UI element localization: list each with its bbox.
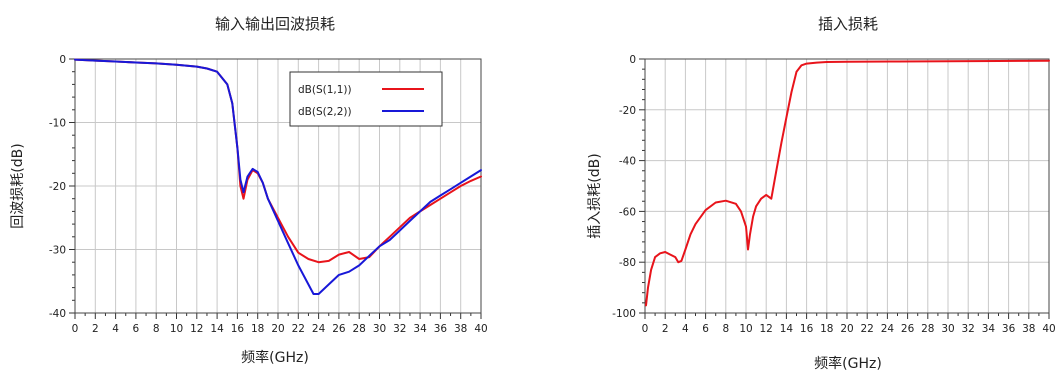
chart1-xtick-label: 20 — [271, 323, 284, 335]
chart2-xtick-label: 20 — [840, 323, 853, 335]
chart2-frame — [644, 58, 1050, 314]
chart1-xtick-label: 34 — [413, 323, 427, 335]
chart2-xtick-label: 2 — [662, 323, 669, 335]
chart2-xtick-label: 14 — [780, 323, 794, 335]
chart2-xtick-label: 16 — [800, 323, 814, 335]
chart2-title: 插入损耗 — [818, 15, 878, 33]
chart1-xtick-label: 38 — [454, 323, 467, 335]
chart1-xlabel: 频率(GHz) — [241, 349, 309, 366]
chart2-xtick-label: 36 — [1002, 323, 1016, 335]
chart1-xtick-label: 8 — [153, 323, 160, 335]
chart2-ylabel: 插入损耗(dB) — [587, 153, 603, 238]
chart1-legend: dB(S(1,1)) dB(S(2,2)) — [289, 71, 443, 127]
chart1-ylabel: 回波损耗(dB) — [10, 143, 26, 228]
chart2-ytick-label: 0 — [629, 54, 636, 66]
chart2-xtick-label: 40 — [1042, 323, 1055, 335]
chart1-legend-label: dB(S(2,2)) — [298, 106, 352, 118]
chart2-ytick-label: -60 — [619, 206, 636, 218]
chart1-xtick-label: 22 — [292, 323, 305, 335]
chart2-xtick-label: 0 — [642, 323, 649, 335]
chart1-ytick-label: -20 — [49, 181, 66, 193]
chart2-xtick-label: 12 — [760, 323, 773, 335]
chart1-xtick-label: 0 — [72, 323, 79, 335]
chart1-xtick-label: 6 — [133, 323, 140, 335]
chart1-frame — [74, 58, 482, 314]
chart1-ytick-label: -40 — [49, 308, 66, 320]
chart1-xtick-label: 32 — [393, 323, 406, 335]
chart2-ytick-label: -20 — [619, 105, 636, 117]
chart1-ytick-label: 0 — [59, 54, 66, 66]
chart2-xtick-label: 4 — [682, 323, 689, 335]
chart1-xtick-label: 12 — [190, 323, 203, 335]
chart1-xtick-label: 30 — [373, 323, 386, 335]
chart1-xtick-label: 28 — [353, 323, 366, 335]
chart1-xtick-label: 36 — [434, 323, 448, 335]
chart2-xtick-label: 8 — [722, 323, 729, 335]
chart2-grid — [644, 58, 1050, 314]
chart2-xtick-label: 26 — [901, 323, 915, 335]
chart1-xtick-label: 26 — [332, 323, 346, 335]
chart1-xtick-label: 10 — [170, 323, 183, 335]
chart2-xtick-label: 32 — [962, 323, 975, 335]
chart1-ytick-label: -10 — [49, 118, 66, 130]
chart1-xtick-label: 16 — [231, 323, 245, 335]
chart2-xtick-label: 24 — [881, 323, 895, 335]
chart1-ytick-label: -30 — [49, 245, 66, 257]
chart1-xtick-label: 14 — [210, 323, 224, 335]
chart1-xtick-label: 40 — [474, 323, 487, 335]
chart1-xtick-label: 24 — [312, 323, 326, 335]
chart2-series-1-line — [645, 59, 1050, 307]
chart1-series-2-line — [74, 58, 482, 295]
chart1-xtick-label: 4 — [112, 323, 119, 335]
chart2-xtick-label: 34 — [982, 323, 996, 335]
chart2-ytick-label: -40 — [619, 156, 636, 168]
chart2-xtick-label: 38 — [1022, 323, 1035, 335]
chart2-xtick-label: 6 — [702, 323, 709, 335]
chart2-xtick-label: 28 — [921, 323, 934, 335]
chart1-legend-label: dB(S(1,1)) — [298, 84, 352, 96]
chart1-legend-box — [289, 71, 443, 127]
chart1-title: 输入输出回波损耗 — [215, 15, 335, 33]
chart1-xtick-label: 2 — [92, 323, 99, 335]
chart2-ytick-label: -100 — [612, 308, 636, 320]
chart2-xtick-label: 10 — [739, 323, 752, 335]
chart2-xlabel: 频率(GHz) — [814, 355, 882, 372]
chart2-xtick-label: 22 — [861, 323, 874, 335]
chart2-xtick-label: 18 — [820, 323, 833, 335]
chart1-xtick-label: 18 — [251, 323, 264, 335]
chart2-xtick-label: 30 — [941, 323, 954, 335]
chart2-ytick-label: -80 — [619, 257, 636, 269]
